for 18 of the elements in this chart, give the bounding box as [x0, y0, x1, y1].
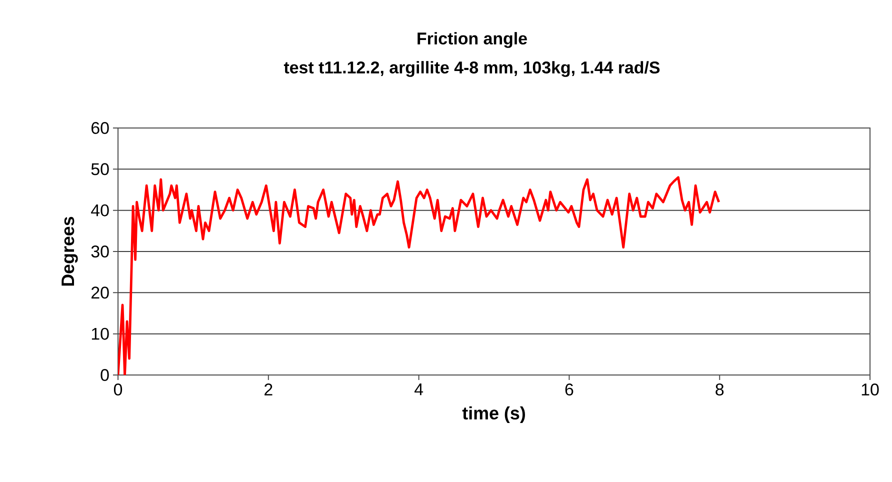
line-series	[118, 176, 720, 375]
y-tick-label: 30	[91, 245, 109, 258]
y-tick-label: 60	[92, 122, 109, 134]
x-tick-label: 4	[414, 384, 424, 396]
y-axis-title: Degrees	[62, 216, 78, 286]
y-tick-label: 40	[91, 204, 109, 216]
x-tick-label: 2	[264, 384, 272, 396]
chart-subtitle: test t11.12.2, argillite 4-8 mm, 103kg, 1.44 rad/S	[284, 61, 660, 77]
y-tick-label: 0	[100, 368, 109, 381]
y-tick-label: 20	[92, 286, 109, 299]
x-tick-label: 6	[565, 384, 574, 396]
x-tick-label: 0	[114, 384, 122, 396]
x-axis-title: time (s)	[462, 406, 525, 424]
chart-title: Friction angle	[418, 32, 527, 48]
y-tick-label: 50	[91, 163, 109, 176]
y-tick-label: 10	[92, 328, 109, 340]
x-tick-label: 10	[862, 384, 879, 396]
x-tick-label: 8	[716, 384, 724, 396]
